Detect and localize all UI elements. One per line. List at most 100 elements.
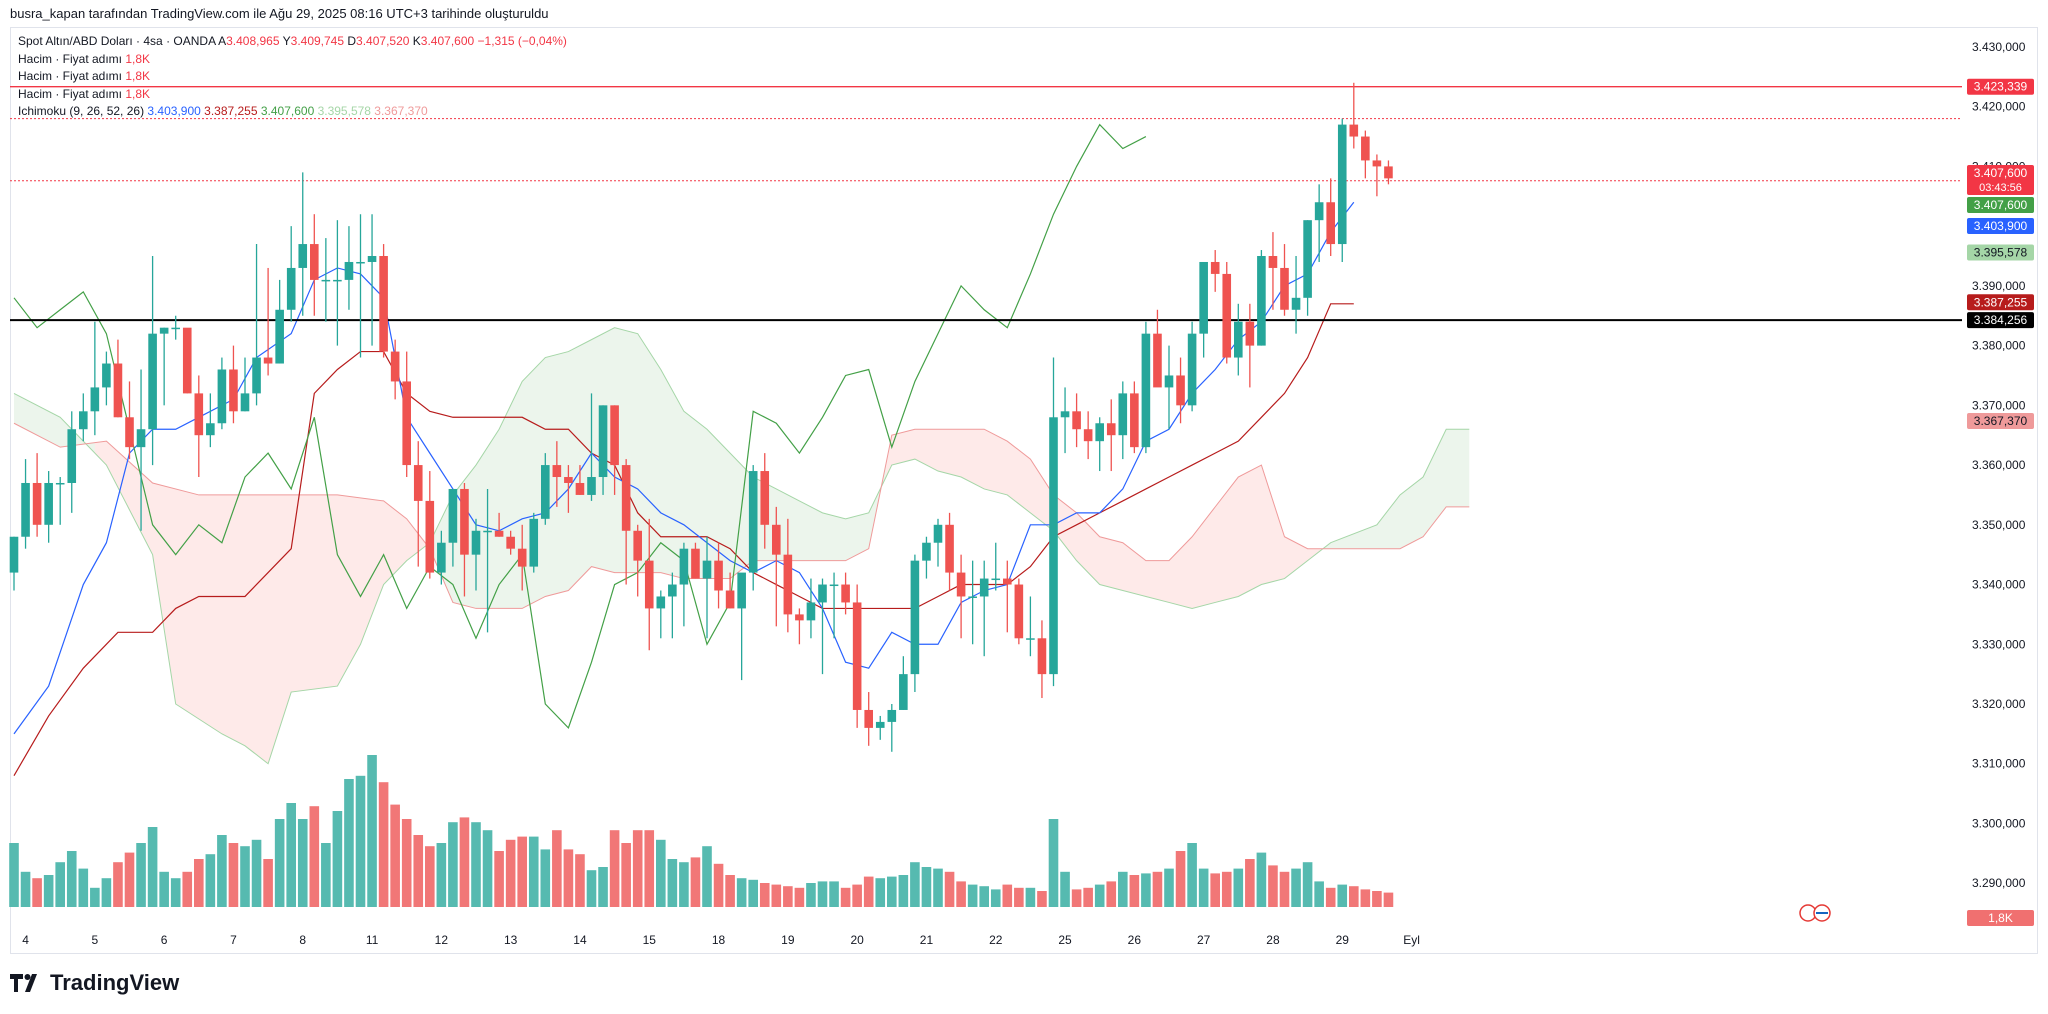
candle-body[interactable]: [263, 357, 273, 364]
ichimoku-row[interactable]: Ichimoku (9, 26, 52, 26) 3.403,900 3.387…: [18, 103, 567, 121]
candle-body[interactable]: [968, 596, 977, 598]
candle-body[interactable]: [148, 333, 157, 430]
candle-body[interactable]: [1280, 267, 1289, 310]
candle-body[interactable]: [529, 518, 539, 567]
price-tag[interactable]: [1967, 413, 2034, 430]
candle-body[interactable]: [795, 614, 804, 621]
volume-row[interactable]: Hacim · Fiyat adımı 1,8K: [18, 51, 567, 69]
volume-row[interactable]: Hacim · Fiyat adımı 1,8K: [18, 86, 567, 104]
candle-body[interactable]: [159, 327, 169, 334]
candle-body[interactable]: [1245, 321, 1255, 346]
candle-body[interactable]: [1083, 429, 1093, 442]
volume-tag[interactable]: [1967, 910, 2034, 926]
candle-body[interactable]: [864, 709, 873, 728]
candle-body[interactable]: [922, 542, 931, 561]
candle-body[interactable]: [1303, 220, 1312, 298]
price-tag[interactable]: [1967, 78, 2034, 95]
candle-body[interactable]: [9, 536, 19, 573]
candle-body[interactable]: [425, 500, 435, 573]
candle-body[interactable]: [875, 721, 885, 728]
candle-body[interactable]: [460, 488, 469, 555]
candle-body[interactable]: [390, 351, 400, 382]
candle-body[interactable]: [506, 536, 515, 549]
candle-body[interactable]: [310, 244, 319, 280]
candle-body[interactable]: [125, 417, 134, 448]
candle-body[interactable]: [1130, 393, 1139, 448]
candle-body[interactable]: [483, 530, 492, 533]
candle-body[interactable]: [437, 542, 446, 573]
candle-body[interactable]: [933, 524, 943, 543]
candle-body[interactable]: [90, 387, 100, 412]
candle-body[interactable]: [333, 279, 342, 282]
candle-body[interactable]: [1037, 638, 1047, 675]
candle-body[interactable]: [1176, 375, 1185, 406]
candle-body[interactable]: [564, 477, 573, 483]
candle-body[interactable]: [252, 357, 261, 394]
candle-body[interactable]: [21, 482, 30, 537]
candle-body[interactable]: [1095, 423, 1104, 442]
candle-body[interactable]: [102, 363, 111, 388]
candle-body[interactable]: [44, 482, 53, 525]
candle-body[interactable]: [1257, 256, 1266, 346]
candle-body[interactable]: [852, 602, 862, 710]
candle-body[interactable]: [1234, 321, 1243, 358]
candle-body[interactable]: [644, 560, 654, 609]
candle-body[interactable]: [656, 596, 666, 609]
price-tag[interactable]: [1967, 312, 2034, 329]
volume-row[interactable]: Hacim · Fiyat adımı 1,8K: [18, 68, 567, 86]
candle-body[interactable]: [67, 429, 77, 483]
candle-body[interactable]: [379, 256, 388, 352]
price-tag[interactable]: [1967, 218, 2034, 234]
candle-body[interactable]: [991, 578, 1001, 581]
candle-body[interactable]: [356, 261, 365, 264]
candle-body[interactable]: [1164, 375, 1174, 388]
candle-body[interactable]: [772, 524, 781, 555]
candle-body[interactable]: [1199, 261, 1208, 334]
candle-body[interactable]: [471, 530, 481, 555]
candle-body[interactable]: [841, 584, 850, 603]
candle-body[interactable]: [956, 572, 966, 597]
candle-body[interactable]: [979, 578, 989, 597]
tradingview-brand[interactable]: TradingView: [10, 970, 179, 996]
candle-body[interactable]: [760, 471, 770, 525]
candle-body[interactable]: [1372, 160, 1382, 167]
candle-body[interactable]: [1141, 333, 1151, 448]
candle-body[interactable]: [945, 524, 954, 573]
candle-body[interactable]: [598, 405, 608, 478]
candle-body[interactable]: [1326, 202, 1335, 245]
candle-body[interactable]: [1003, 578, 1012, 585]
candle-body[interactable]: [610, 405, 619, 466]
candle-body[interactable]: [679, 548, 689, 585]
price-tag[interactable]: [1967, 165, 2034, 195]
candle-body[interactable]: [413, 465, 423, 501]
candle-body[interactable]: [691, 548, 700, 579]
candle-body[interactable]: [1153, 333, 1162, 388]
candle-body[interactable]: [541, 465, 550, 519]
candle-body[interactable]: [1349, 124, 1359, 137]
candle-body[interactable]: [448, 488, 458, 543]
price-tag[interactable]: [1967, 294, 2034, 311]
candle-body[interactable]: [1361, 136, 1370, 161]
candle-body[interactable]: [1314, 202, 1324, 221]
candle-body[interactable]: [1187, 333, 1197, 406]
candle-body[interactable]: [1060, 411, 1070, 418]
candle-body[interactable]: [1106, 423, 1116, 436]
candle-body[interactable]: [737, 572, 746, 609]
candle-body[interactable]: [286, 267, 296, 310]
candle-body[interactable]: [748, 471, 758, 573]
candle-body[interactable]: [240, 393, 250, 412]
candle-body[interactable]: [633, 530, 642, 561]
candle-body[interactable]: [1222, 273, 1232, 358]
candle-body[interactable]: [1072, 411, 1081, 430]
candle-body[interactable]: [79, 411, 88, 430]
candle-body[interactable]: [321, 279, 331, 282]
candle-body[interactable]: [552, 465, 562, 478]
candle-body[interactable]: [367, 256, 377, 262]
candle-body[interactable]: [229, 369, 238, 412]
candle-body[interactable]: [217, 369, 227, 424]
price-tag[interactable]: [1967, 197, 2034, 213]
candle-body[interactable]: [171, 327, 180, 330]
candle-body[interactable]: [725, 590, 735, 609]
candle-body[interactable]: [298, 244, 308, 268]
